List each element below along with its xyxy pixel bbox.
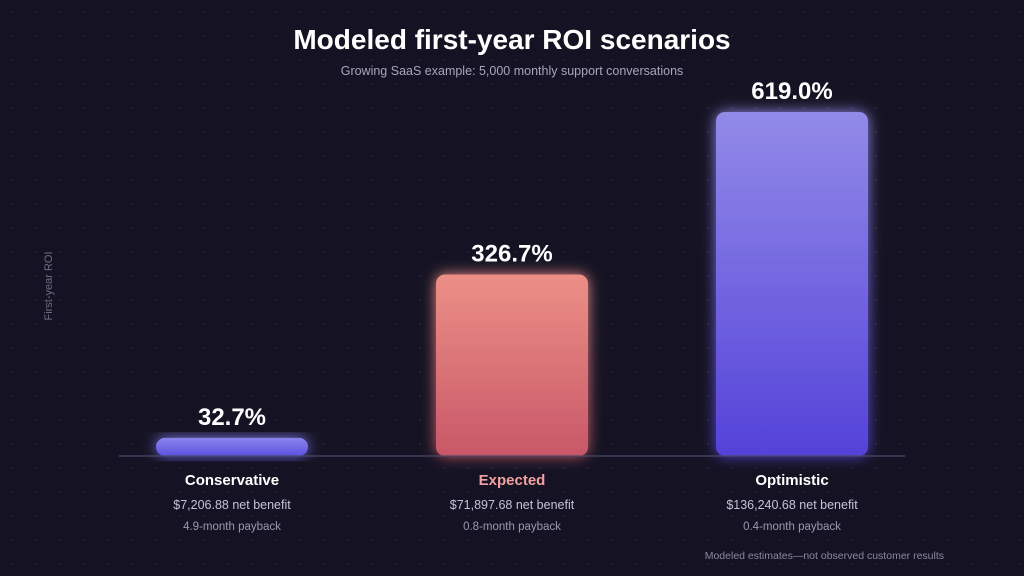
- net-benefit-optimistic: $136,240.68 net benefit: [726, 498, 858, 512]
- category-label-conservative: Conservative: [185, 472, 279, 489]
- category-label-optimistic: Optimistic: [755, 472, 828, 489]
- bar-expected: [436, 274, 588, 456]
- payback-conservative: 4.9-month payback: [183, 521, 281, 533]
- net-benefit-expected: $71,897.68 net benefit: [450, 498, 575, 512]
- payback-expected: 0.8-month payback: [463, 521, 561, 533]
- value-label-conservative: 32.7%: [198, 404, 266, 431]
- value-label-expected: 326.7%: [471, 240, 552, 267]
- category-label-expected: Expected: [479, 472, 546, 489]
- value-label-optimistic: 619.0%: [751, 78, 832, 105]
- net-benefit-conservative: $7,206.88 net benefit: [173, 498, 291, 512]
- payback-optimistic: 0.4-month payback: [743, 521, 841, 533]
- bar-conservative: [156, 437, 308, 456]
- chart-subtitle: Growing SaaS example: 5,000 monthly supp…: [340, 64, 684, 78]
- bar-optimistic: [716, 112, 868, 456]
- chart-title: Modeled first-year ROI scenarios: [293, 24, 731, 55]
- footnote: Modeled estimates—not observed customer …: [704, 550, 944, 562]
